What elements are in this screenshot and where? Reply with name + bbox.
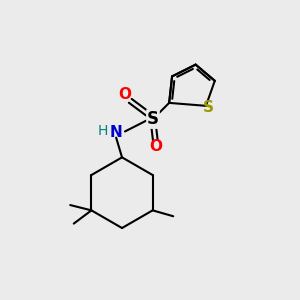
Text: S: S [202, 100, 214, 115]
Text: O: O [118, 87, 131, 102]
Text: N: N [110, 125, 122, 140]
Text: O: O [149, 139, 162, 154]
Text: S: S [147, 110, 159, 128]
Text: H: H [98, 124, 108, 138]
